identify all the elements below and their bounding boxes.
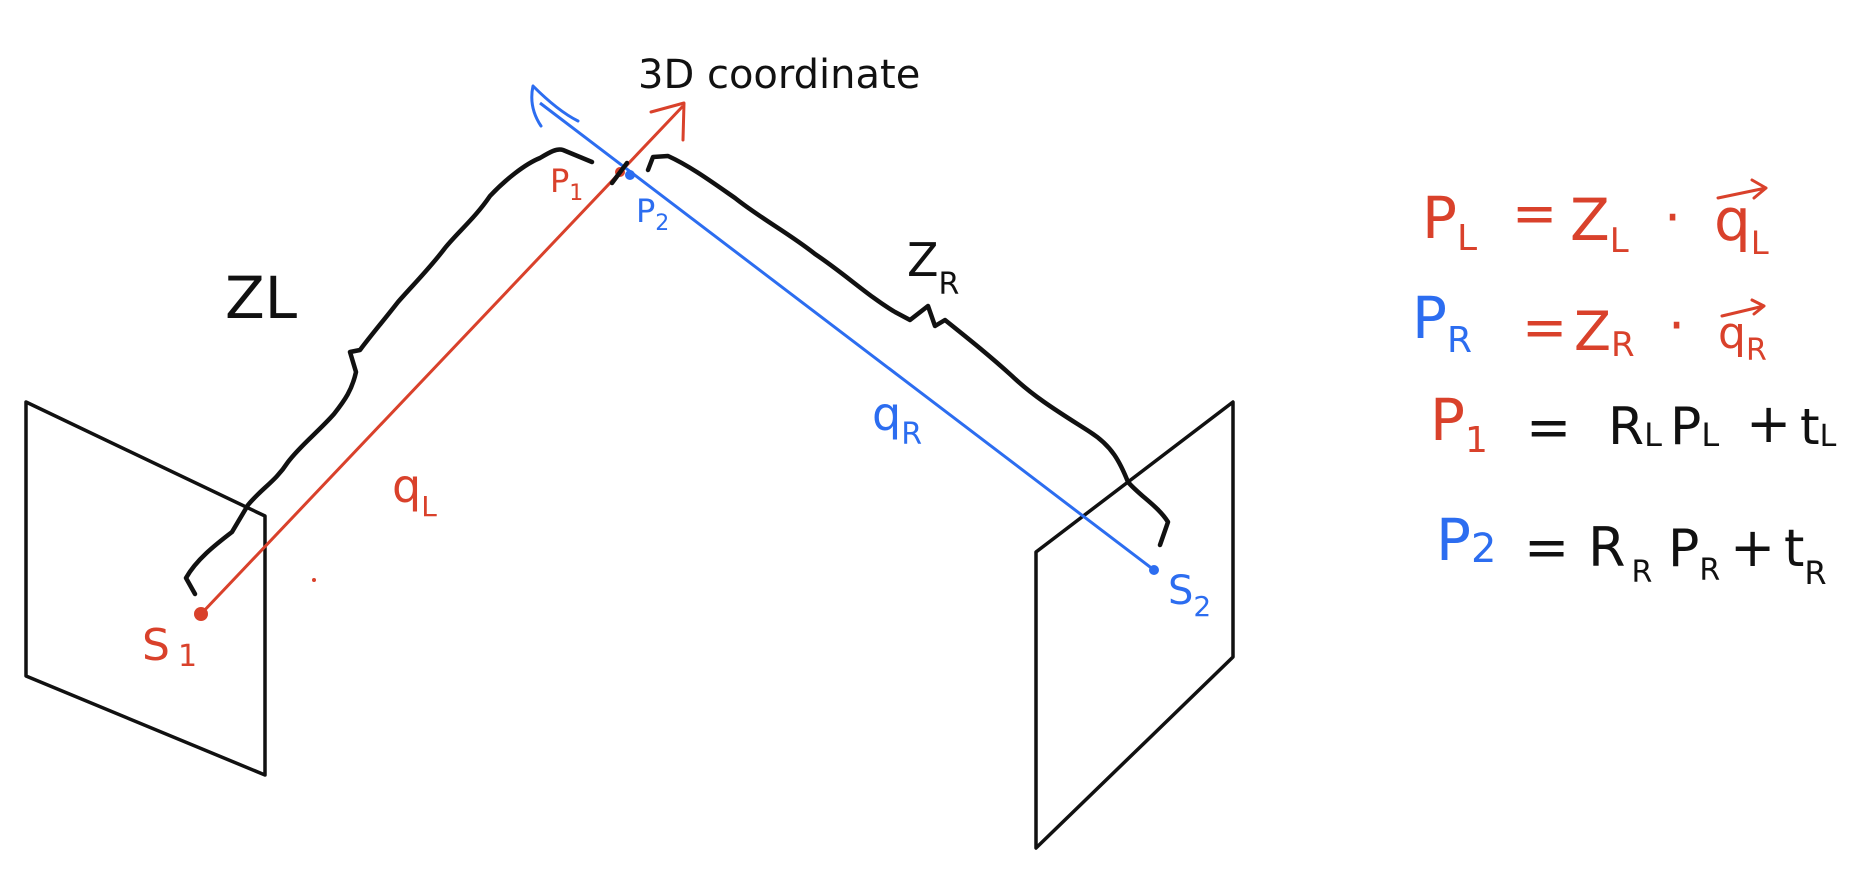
s2-label: S2 bbox=[1168, 568, 1211, 623]
brace-zl bbox=[183, 147, 595, 597]
vector-arrow-qr bbox=[1720, 298, 1766, 318]
svg-text:·: · bbox=[1664, 186, 1681, 249]
svg-text:RL: RL bbox=[1608, 397, 1662, 457]
point-p2 bbox=[625, 170, 635, 180]
ray-ql-arrowhead bbox=[649, 101, 686, 142]
equation-3: P1 = RL PL + tL bbox=[1430, 386, 1837, 461]
svg-text:P2: P2 bbox=[1436, 506, 1496, 574]
svg-text:=: = bbox=[1522, 296, 1567, 359]
svg-text:=: = bbox=[1512, 182, 1557, 245]
svg-text:PL: PL bbox=[1422, 184, 1477, 259]
svg-text:PR: PR bbox=[1412, 284, 1472, 361]
point-s2 bbox=[1149, 565, 1159, 575]
svg-text:+: + bbox=[1730, 516, 1775, 579]
stray-dot bbox=[312, 578, 316, 582]
svg-text:=: = bbox=[1526, 396, 1571, 459]
svg-text:tR: tR bbox=[1784, 519, 1827, 592]
ray-qr-arrowhead bbox=[530, 84, 580, 128]
qr-label: qR bbox=[872, 387, 922, 452]
ql-label: qL bbox=[392, 459, 437, 523]
right-image-plane bbox=[1034, 400, 1235, 850]
svg-text:PL: PL bbox=[1670, 397, 1719, 457]
vector-arrow-ql bbox=[1716, 178, 1768, 200]
point-s1 bbox=[194, 607, 208, 621]
ray-ql bbox=[199, 104, 685, 616]
svg-text:P1: P1 bbox=[1430, 386, 1488, 461]
svg-text:RR: RR bbox=[1588, 516, 1652, 590]
intersection-mark bbox=[609, 160, 630, 186]
svg-text:PR: PR bbox=[1668, 519, 1720, 588]
svg-text:ZR: ZR bbox=[1574, 300, 1635, 365]
left-image-plane bbox=[24, 400, 267, 777]
coordinate-label: 3D coordinate bbox=[638, 52, 920, 98]
p2-label: P2 bbox=[636, 192, 669, 236]
svg-text:·: · bbox=[1668, 294, 1685, 357]
svg-text:ZL: ZL bbox=[1570, 186, 1629, 261]
svg-text:qL: qL bbox=[1714, 186, 1769, 262]
svg-text:+: + bbox=[1746, 392, 1791, 455]
brace-zr bbox=[645, 153, 1171, 548]
zl-label: ZL bbox=[225, 264, 297, 332]
equation-1: PL = ZL · qL bbox=[1422, 178, 1769, 262]
equation-2: PR = ZR · qR bbox=[1412, 284, 1767, 368]
ray-qr bbox=[539, 101, 1155, 572]
svg-text:=: = bbox=[1524, 516, 1569, 579]
zr-label: ZR bbox=[907, 233, 959, 302]
svg-text:tL: tL bbox=[1800, 398, 1837, 456]
p1-label: P1 bbox=[550, 162, 583, 206]
svg-text:qR: qR bbox=[1718, 308, 1767, 368]
